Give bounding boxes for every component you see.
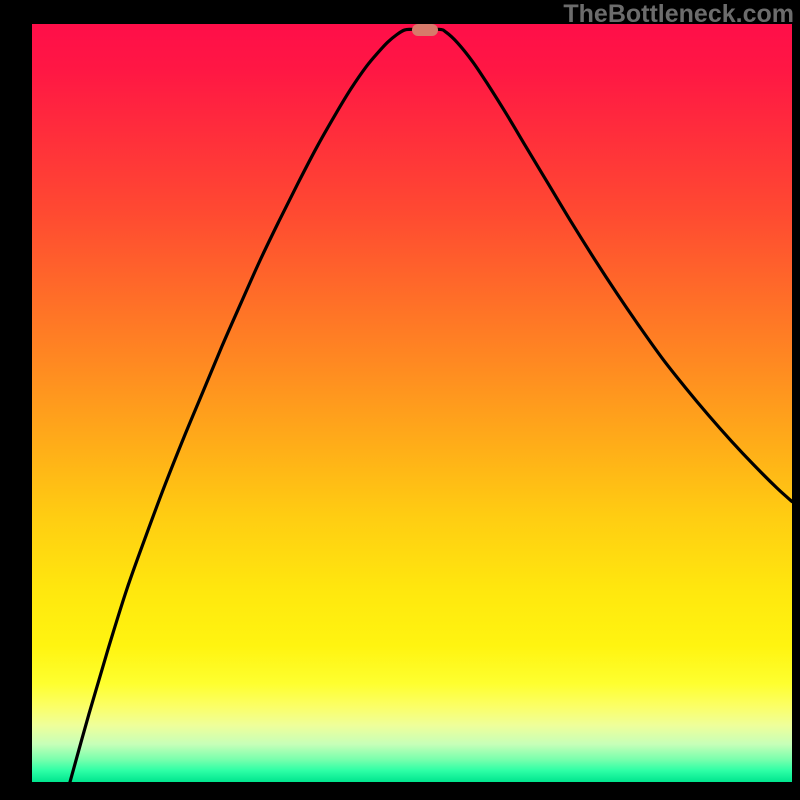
curve-layer	[32, 24, 792, 782]
plot-area	[32, 24, 792, 782]
bottleneck-marker	[412, 24, 438, 36]
watermark-text: TheBottleneck.com	[563, 0, 794, 29]
chart-stage: TheBottleneck.com	[0, 0, 800, 800]
bottleneck-curve	[70, 29, 792, 782]
